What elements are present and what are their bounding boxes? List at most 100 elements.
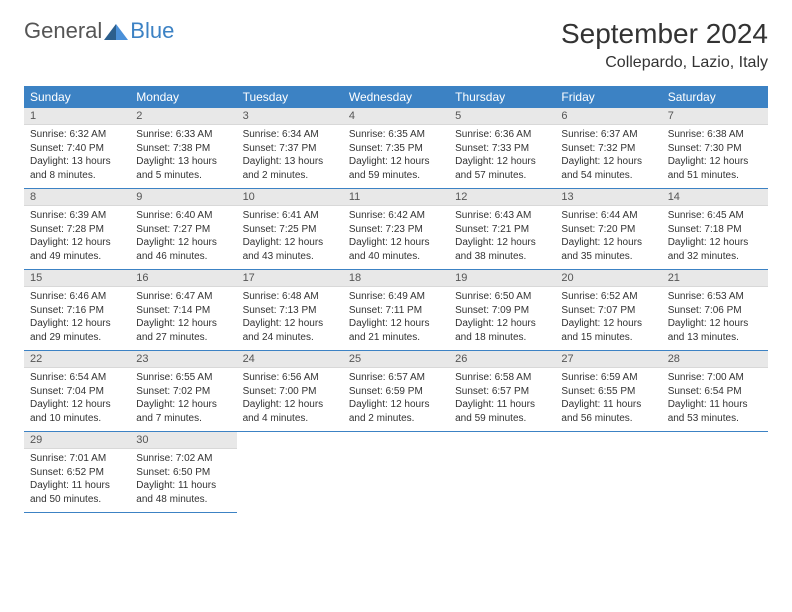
daylight-line: Daylight: 12 hours and 18 minutes. xyxy=(455,317,549,344)
day-number: 4 xyxy=(343,108,449,125)
sunrise-line: Sunrise: 6:40 AM xyxy=(136,209,230,223)
month-title: September 2024 xyxy=(561,18,768,50)
daylight-line: Daylight: 11 hours and 50 minutes. xyxy=(30,479,124,506)
day-body: Sunrise: 6:57 AMSunset: 6:59 PMDaylight:… xyxy=(343,368,449,431)
sunrise-line: Sunrise: 6:58 AM xyxy=(455,371,549,385)
day-number: 16 xyxy=(130,270,236,287)
daylight-line: Daylight: 12 hours and 43 minutes. xyxy=(243,236,337,263)
daylight-line: Daylight: 12 hours and 40 minutes. xyxy=(349,236,443,263)
calendar-week-row: 22Sunrise: 6:54 AMSunset: 7:04 PMDayligh… xyxy=(24,351,768,432)
sunrise-line: Sunrise: 6:48 AM xyxy=(243,290,337,304)
sunset-line: Sunset: 7:33 PM xyxy=(455,142,549,156)
daylight-line: Daylight: 12 hours and 27 minutes. xyxy=(136,317,230,344)
day-body: Sunrise: 6:53 AMSunset: 7:06 PMDaylight:… xyxy=(662,287,768,350)
title-block: September 2024 Collepardo, Lazio, Italy xyxy=(561,18,768,72)
day-body: Sunrise: 6:33 AMSunset: 7:38 PMDaylight:… xyxy=(130,125,236,188)
sunset-line: Sunset: 7:04 PM xyxy=(30,385,124,399)
day-body: Sunrise: 6:54 AMSunset: 7:04 PMDaylight:… xyxy=(24,368,130,431)
day-header: Wednesday xyxy=(343,86,449,108)
daylight-line: Daylight: 12 hours and 15 minutes. xyxy=(561,317,655,344)
calendar-day-cell: 28Sunrise: 7:00 AMSunset: 6:54 PMDayligh… xyxy=(662,351,768,432)
day-number: 22 xyxy=(24,351,130,368)
calendar-day-cell xyxy=(449,432,555,513)
day-number: 21 xyxy=(662,270,768,287)
calendar-day-cell: 25Sunrise: 6:57 AMSunset: 6:59 PMDayligh… xyxy=(343,351,449,432)
day-body: Sunrise: 7:02 AMSunset: 6:50 PMDaylight:… xyxy=(130,449,236,512)
calendar-day-cell: 4Sunrise: 6:35 AMSunset: 7:35 PMDaylight… xyxy=(343,108,449,189)
sunrise-line: Sunrise: 7:01 AM xyxy=(30,452,124,466)
day-number: 11 xyxy=(343,189,449,206)
calendar-day-cell: 3Sunrise: 6:34 AMSunset: 7:37 PMDaylight… xyxy=(237,108,343,189)
logo: General Blue xyxy=(24,18,174,44)
daylight-line: Daylight: 12 hours and 29 minutes. xyxy=(30,317,124,344)
calendar-day-cell: 30Sunrise: 7:02 AMSunset: 6:50 PMDayligh… xyxy=(130,432,236,513)
day-body: Sunrise: 6:35 AMSunset: 7:35 PMDaylight:… xyxy=(343,125,449,188)
sunset-line: Sunset: 6:55 PM xyxy=(561,385,655,399)
day-number: 3 xyxy=(237,108,343,125)
calendar-day-cell: 19Sunrise: 6:50 AMSunset: 7:09 PMDayligh… xyxy=(449,270,555,351)
sunrise-line: Sunrise: 6:52 AM xyxy=(561,290,655,304)
day-header: Sunday xyxy=(24,86,130,108)
daylight-line: Daylight: 13 hours and 2 minutes. xyxy=(243,155,337,182)
day-number: 29 xyxy=(24,432,130,449)
day-body: Sunrise: 6:56 AMSunset: 7:00 PMDaylight:… xyxy=(237,368,343,431)
sunrise-line: Sunrise: 6:35 AM xyxy=(349,128,443,142)
header: General Blue September 2024 Collepardo, … xyxy=(24,18,768,72)
day-body: Sunrise: 6:59 AMSunset: 6:55 PMDaylight:… xyxy=(555,368,661,431)
calendar-day-cell: 14Sunrise: 6:45 AMSunset: 7:18 PMDayligh… xyxy=(662,189,768,270)
calendar-day-cell: 10Sunrise: 6:41 AMSunset: 7:25 PMDayligh… xyxy=(237,189,343,270)
day-header-row: Sunday Monday Tuesday Wednesday Thursday… xyxy=(24,86,768,108)
sunrise-line: Sunrise: 6:41 AM xyxy=(243,209,337,223)
sunrise-line: Sunrise: 6:32 AM xyxy=(30,128,124,142)
sunset-line: Sunset: 7:32 PM xyxy=(561,142,655,156)
daylight-line: Daylight: 12 hours and 59 minutes. xyxy=(349,155,443,182)
calendar-week-row: 8Sunrise: 6:39 AMSunset: 7:28 PMDaylight… xyxy=(24,189,768,270)
daylight-line: Daylight: 12 hours and 7 minutes. xyxy=(136,398,230,425)
calendar-day-cell: 8Sunrise: 6:39 AMSunset: 7:28 PMDaylight… xyxy=(24,189,130,270)
day-body: Sunrise: 6:52 AMSunset: 7:07 PMDaylight:… xyxy=(555,287,661,350)
day-number: 1 xyxy=(24,108,130,125)
sunrise-line: Sunrise: 6:36 AM xyxy=(455,128,549,142)
sunset-line: Sunset: 7:18 PM xyxy=(668,223,762,237)
calendar-day-cell xyxy=(555,432,661,513)
daylight-line: Daylight: 13 hours and 5 minutes. xyxy=(136,155,230,182)
day-body: Sunrise: 6:49 AMSunset: 7:11 PMDaylight:… xyxy=(343,287,449,350)
sunset-line: Sunset: 6:50 PM xyxy=(136,466,230,480)
calendar-week-row: 1Sunrise: 6:32 AMSunset: 7:40 PMDaylight… xyxy=(24,108,768,189)
calendar-day-cell: 27Sunrise: 6:59 AMSunset: 6:55 PMDayligh… xyxy=(555,351,661,432)
day-body: Sunrise: 6:50 AMSunset: 7:09 PMDaylight:… xyxy=(449,287,555,350)
day-body: Sunrise: 6:32 AMSunset: 7:40 PMDaylight:… xyxy=(24,125,130,188)
sunrise-line: Sunrise: 6:49 AM xyxy=(349,290,443,304)
daylight-line: Daylight: 12 hours and 32 minutes. xyxy=(668,236,762,263)
daylight-line: Daylight: 12 hours and 38 minutes. xyxy=(455,236,549,263)
calendar-day-cell: 2Sunrise: 6:33 AMSunset: 7:38 PMDaylight… xyxy=(130,108,236,189)
sunset-line: Sunset: 7:37 PM xyxy=(243,142,337,156)
daylight-line: Daylight: 12 hours and 54 minutes. xyxy=(561,155,655,182)
day-body: Sunrise: 6:40 AMSunset: 7:27 PMDaylight:… xyxy=(130,206,236,269)
day-body: Sunrise: 6:44 AMSunset: 7:20 PMDaylight:… xyxy=(555,206,661,269)
sunset-line: Sunset: 6:52 PM xyxy=(30,466,124,480)
day-number: 15 xyxy=(24,270,130,287)
calendar-day-cell: 9Sunrise: 6:40 AMSunset: 7:27 PMDaylight… xyxy=(130,189,236,270)
daylight-line: Daylight: 12 hours and 46 minutes. xyxy=(136,236,230,263)
logo-text-blue: Blue xyxy=(130,18,174,44)
daylight-line: Daylight: 12 hours and 57 minutes. xyxy=(455,155,549,182)
calendar-day-cell: 6Sunrise: 6:37 AMSunset: 7:32 PMDaylight… xyxy=(555,108,661,189)
calendar-day-cell: 12Sunrise: 6:43 AMSunset: 7:21 PMDayligh… xyxy=(449,189,555,270)
day-header: Tuesday xyxy=(237,86,343,108)
day-number: 27 xyxy=(555,351,661,368)
day-number: 10 xyxy=(237,189,343,206)
sunrise-line: Sunrise: 7:02 AM xyxy=(136,452,230,466)
calendar-day-cell: 18Sunrise: 6:49 AMSunset: 7:11 PMDayligh… xyxy=(343,270,449,351)
calendar-day-cell xyxy=(343,432,449,513)
day-number: 6 xyxy=(555,108,661,125)
sunrise-line: Sunrise: 6:59 AM xyxy=(561,371,655,385)
sunset-line: Sunset: 7:13 PM xyxy=(243,304,337,318)
day-body: Sunrise: 6:46 AMSunset: 7:16 PMDaylight:… xyxy=(24,287,130,350)
calendar-week-row: 15Sunrise: 6:46 AMSunset: 7:16 PMDayligh… xyxy=(24,270,768,351)
day-body: Sunrise: 6:39 AMSunset: 7:28 PMDaylight:… xyxy=(24,206,130,269)
day-header: Monday xyxy=(130,86,236,108)
daylight-line: Daylight: 11 hours and 53 minutes. xyxy=(668,398,762,425)
sunset-line: Sunset: 7:20 PM xyxy=(561,223,655,237)
sunrise-line: Sunrise: 7:00 AM xyxy=(668,371,762,385)
